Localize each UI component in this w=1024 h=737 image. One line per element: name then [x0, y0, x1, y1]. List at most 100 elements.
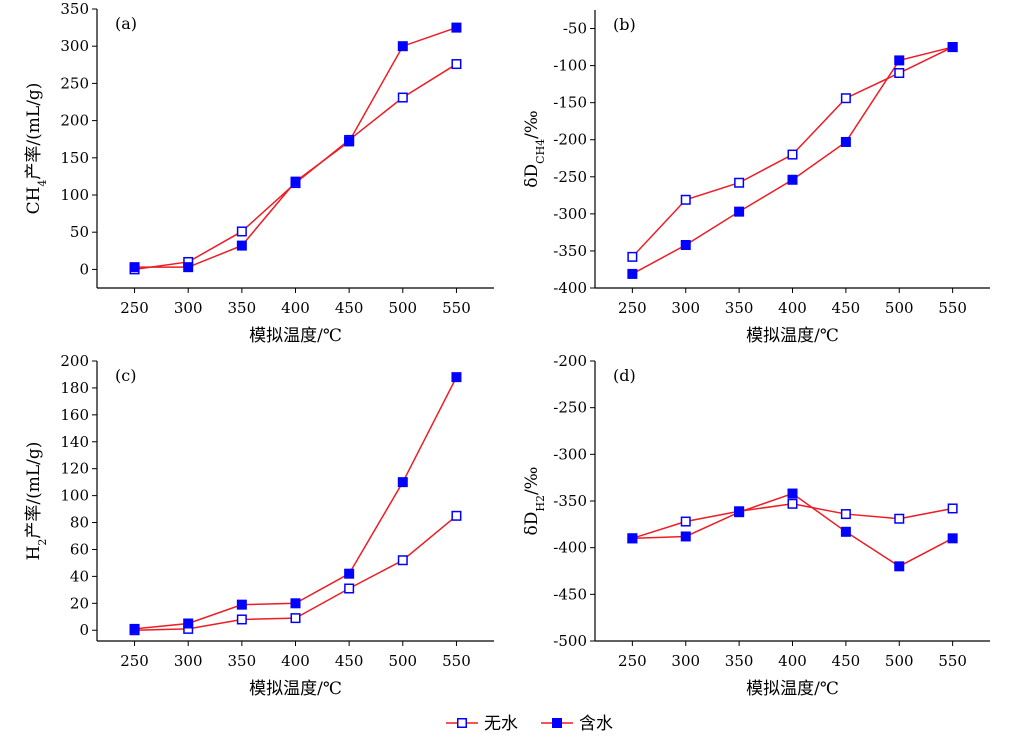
y-axis-title: H2产率/(mL/g): [24, 442, 49, 561]
data-point-series-1: [840, 93, 851, 104]
x-tick-label: 450: [335, 299, 364, 317]
data-point-series-2: [894, 55, 905, 66]
y-axis-title-main: δD: [522, 512, 542, 536]
data-point-series-2: [787, 174, 798, 185]
y-tick-label: -350: [553, 492, 587, 510]
x-tick-label: 500: [388, 299, 417, 317]
data-point-series-1: [236, 226, 247, 237]
x-tick-label: 300: [174, 652, 203, 670]
data-point-series-1: [397, 555, 408, 566]
x-tick-label: 300: [174, 299, 203, 317]
y-tick-label: 40: [70, 567, 89, 585]
data-point-series-2: [290, 598, 301, 609]
y-tick-label: 300: [60, 37, 89, 55]
data-point-series-1: [787, 149, 798, 160]
series-line-1: [134, 63, 457, 271]
y-tick-label: 200: [60, 112, 89, 130]
x-tick-label: 250: [120, 652, 149, 670]
chart-panel-4: -500 -450 -400 -350 -300 -250 -200 250 300 350 400…: [522, 352, 990, 699]
y-tick-label: 0: [79, 621, 89, 639]
y-axis-title-sub: 4: [36, 180, 49, 187]
x-tick-label: 550: [938, 652, 967, 670]
data-point-series-1: [236, 614, 247, 625]
data-point-series-2: [947, 533, 958, 544]
x-tick-label: 400: [281, 299, 310, 317]
series-line-2: [134, 26, 457, 268]
x-tick-label: 550: [442, 299, 471, 317]
y-axis-title: δDH2/‰: [522, 466, 547, 535]
y-tick-label: -300: [553, 445, 587, 463]
y-axis-title-sub: CH4: [534, 139, 547, 164]
legend-label: 无水: [484, 714, 518, 734]
data-point-series-1: [627, 251, 638, 262]
y-tick-label: 100: [60, 186, 89, 204]
data-point-series-1: [451, 510, 462, 521]
data-point-series-2: [787, 488, 798, 499]
y-axis-title-tail: 产率/(mL/g): [24, 442, 44, 539]
y-tick-label: 120: [60, 460, 89, 478]
y-tick-label: -400: [553, 539, 587, 557]
data-point-series-1: [947, 503, 958, 514]
data-point-series-2: [397, 477, 408, 488]
data-point-series-2: [129, 623, 140, 634]
y-tick-label: -400: [553, 279, 587, 297]
y-tick-label: -250: [553, 168, 587, 186]
y-tick-label: 50: [70, 223, 89, 241]
panel-label: (c): [115, 366, 136, 385]
y-tick-label: -250: [553, 399, 587, 417]
series-line-2: [134, 376, 458, 630]
x-tick-label: 500: [388, 652, 417, 670]
data-point-series-2: [451, 22, 462, 33]
legend-marker: [552, 718, 562, 728]
chart-panel-3: 0 20 40 60 80 100 120 140 160 180 200 250 300 350 400 4…: [24, 352, 494, 699]
data-point-series-1: [344, 583, 355, 594]
x-tick-label: 500: [885, 299, 914, 317]
series-line-1: [134, 515, 457, 631]
data-point-series-2: [290, 176, 301, 187]
y-tick-label: 100: [60, 487, 89, 505]
data-point-series-2: [734, 507, 745, 518]
x-tick-label: 350: [228, 652, 257, 670]
x-tick-label: 250: [120, 299, 149, 317]
data-point-series-1: [840, 509, 851, 520]
x-tick-label: 450: [832, 299, 861, 317]
y-tick-label: 60: [70, 540, 89, 558]
y-tick-label: -50: [563, 20, 587, 38]
y-tick-label: 150: [60, 149, 89, 167]
data-point-series-2: [840, 136, 851, 147]
x-tick-label: 550: [442, 652, 471, 670]
x-tick-label: 500: [885, 652, 914, 670]
data-point-series-2: [840, 526, 851, 537]
panel-label: (b): [613, 15, 636, 34]
legend: 无水 含水: [446, 714, 613, 734]
x-tick-label: 400: [778, 299, 807, 317]
x-tick-label: 350: [725, 299, 754, 317]
y-axis-title-tail: /‰: [522, 110, 542, 139]
data-point-series-2: [129, 262, 140, 273]
y-tick-label: 180: [60, 379, 89, 397]
x-tick-label: 350: [725, 652, 754, 670]
data-point-series-1: [680, 516, 691, 527]
data-point-series-2: [627, 533, 638, 544]
x-axis-title: 模拟温度/℃: [249, 679, 342, 699]
y-tick-label: -300: [553, 205, 587, 223]
y-axis-title: CH4产率/(mL/g): [24, 83, 49, 215]
y-tick-label: 350: [60, 0, 89, 18]
y-tick-label: -200: [553, 131, 587, 149]
data-point-series-2: [947, 42, 958, 53]
data-point-series-2: [397, 41, 408, 52]
x-axis-title: 模拟温度/℃: [746, 326, 839, 346]
y-tick-label: -500: [553, 632, 587, 650]
data-point-series-2: [344, 568, 355, 579]
y-axis-title-sub: 2: [36, 539, 49, 546]
data-point-series-2: [344, 136, 355, 147]
x-tick-label: 400: [778, 652, 807, 670]
y-tick-label: 80: [70, 514, 89, 532]
x-tick-label: 250: [618, 652, 647, 670]
x-tick-label: 450: [832, 652, 861, 670]
y-tick-label: -200: [553, 352, 587, 370]
y-tick-label: 250: [60, 74, 89, 92]
data-point-series-2: [183, 618, 194, 629]
data-point-series-1: [290, 613, 301, 624]
y-tick-label: 140: [60, 433, 89, 451]
